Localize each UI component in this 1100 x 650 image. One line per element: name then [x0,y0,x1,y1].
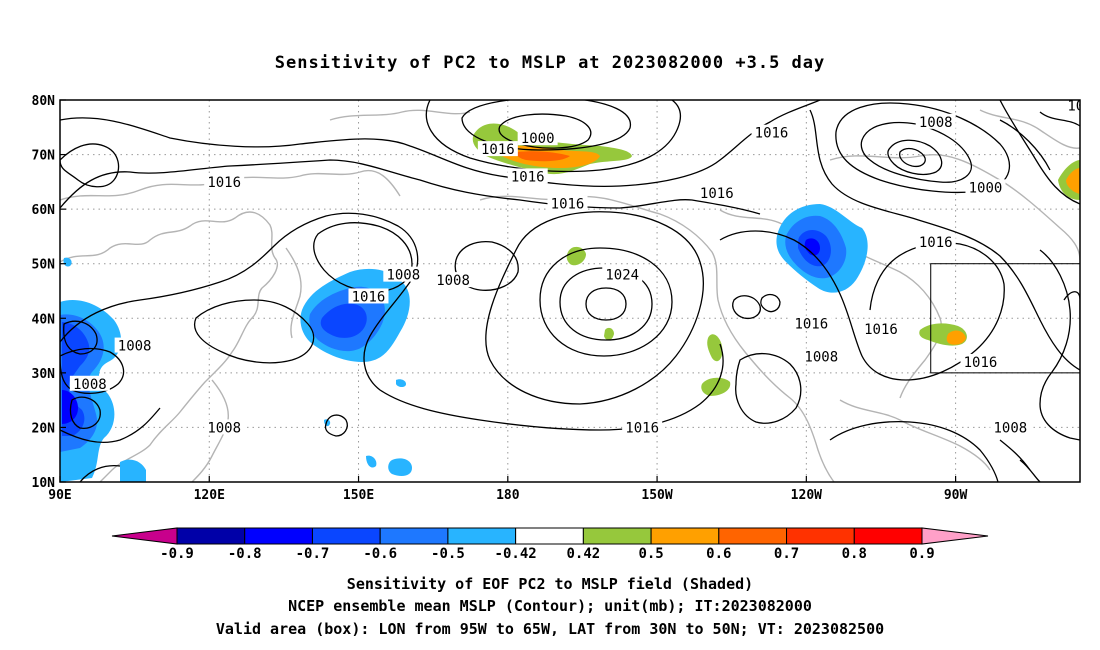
colorbar-high-extend [921,527,989,545]
chart-title: Sensitivity of PC2 to MSLP at 2023082000… [275,53,826,73]
contour-label: 1016 [700,186,734,202]
contour-label-bg [517,130,558,146]
contour-label: 1008 [386,268,420,284]
footer-line-1: Sensitivity of EOF PC2 to MSLP field (Sh… [347,575,753,593]
contour-label: 1016 [794,317,828,333]
contour-label-bg [696,184,737,200]
x-tick-label: 150W [641,488,672,503]
contour-label: 1008 [73,377,107,393]
contour-label: 1008 [118,339,152,355]
colorbar-label: -0.6 [363,546,397,562]
x-tick-label: 90W [944,488,968,503]
colorbar-label: -0.9 [160,546,194,562]
contour-label-bg [547,195,588,211]
y-tick-label: 70N [32,149,56,164]
colorbar-swatch [786,527,855,545]
y-tick-label: 50N [32,258,56,273]
colorbar-label: 0.8 [842,546,867,562]
contour-label: 1016 [481,142,515,158]
mslp-contours [60,100,1080,482]
colorbar-swatch [515,527,584,545]
y-tick-label: 40N [32,312,56,327]
colorbar-swatch [650,527,720,545]
contour-label-bg [622,419,663,435]
contour-label-bg [433,272,474,288]
x-tick-label: 120W [791,488,822,503]
colorbar-swatch [311,527,381,545]
contour-label: 1008 [993,420,1027,436]
colorbar-label: 0.7 [774,546,799,562]
contour-label: 1016 [964,355,998,371]
contour-label-bg [69,375,110,391]
contour-label: 1016 [551,197,585,213]
footer-line-2: NCEP ensemble mean MSLP (Contour); unit(… [288,597,812,615]
contour-label-bg [507,168,548,184]
x-tick-label: 150E [343,488,374,503]
map-border [59,99,1081,483]
contour-label: 1016 [352,289,386,305]
y-tick-label: 10N [32,476,56,491]
contour-label-bg [990,419,1031,435]
contour-label: 1024 [605,268,639,284]
contour-label: 1000 [521,131,555,147]
contour-label-bg [960,353,1001,369]
contour-label: 1016 [207,175,241,191]
colorbar-swatch [176,527,246,545]
contour-label-bg [204,173,245,189]
colorbar-low-extend [111,527,178,545]
colorbar-swatch [718,527,788,545]
contour-label-bg [477,141,518,157]
contour-label-bg [348,288,389,304]
contour-label: 1000 [969,180,1003,196]
contour-label-bg [915,113,956,129]
x-tick-label: 180 [496,488,520,503]
x-tick-label: 90E [48,488,71,503]
colorbar-label: 0.9 [909,546,934,562]
colorbar-label: -0.42 [495,546,537,562]
contour-label-bg [602,266,643,282]
colorbar-swatch [853,527,923,545]
contour-label-bg [791,315,832,331]
contour-label-bg [860,321,901,337]
contour-label: 1016 [625,420,659,436]
colorbar-label: 0.6 [706,546,731,562]
x-tick-label: 120E [194,488,225,503]
y-axis: 10N 20N 30N 40N 50N 60N 70N 80N [32,94,66,491]
y-tick-label: 30N [32,367,56,382]
contour-label: 1016 [919,235,953,251]
contour-label-bg [965,179,1006,195]
colorbar-label: -0.8 [228,546,262,562]
contour-label-bg [1064,100,1080,113]
contour-label: 1016 [755,126,789,142]
colorbar-label: -0.5 [431,546,465,562]
contour-label: 1008 [919,115,953,131]
contour-label: 1008 [207,420,241,436]
footer-line-3: Valid area (box): LON from 95W to 65W, L… [216,620,884,638]
colorbar-swatch [379,527,449,545]
colorbar-label: 0.5 [638,546,663,562]
contour-label-bg [801,348,842,364]
contour-label-bg [915,233,956,249]
contour-label: 1008 [436,273,470,289]
colorbar: -0.9 -0.8 -0.7 -0.6 -0.5 -0.42 0.42 0.5 0.6 0.7 0.… [111,527,989,562]
contour-label-bg [383,266,424,282]
y-tick-label: 60N [32,203,56,218]
colorbar-label: 0.42 [567,546,601,562]
contour-label: 1008 [804,349,838,365]
x-axis: 90E 120E 150E 180 150W 120W 90W [48,476,968,503]
colorbar-swatch [244,527,313,545]
contour-label: 1016 [864,322,898,338]
colorbar-label: -0.7 [296,546,330,562]
colorbar-swatch [582,527,652,545]
contour-label-bg [751,124,792,140]
colorbar-swatch [447,527,517,545]
y-tick-label: 80N [32,94,56,109]
contour-label-bg [114,337,155,353]
contour-label-bg [204,419,245,435]
contour-label: 1016 [511,169,545,185]
contour-label: 101 [1067,98,1092,114]
y-tick-label: 20N [32,421,56,436]
